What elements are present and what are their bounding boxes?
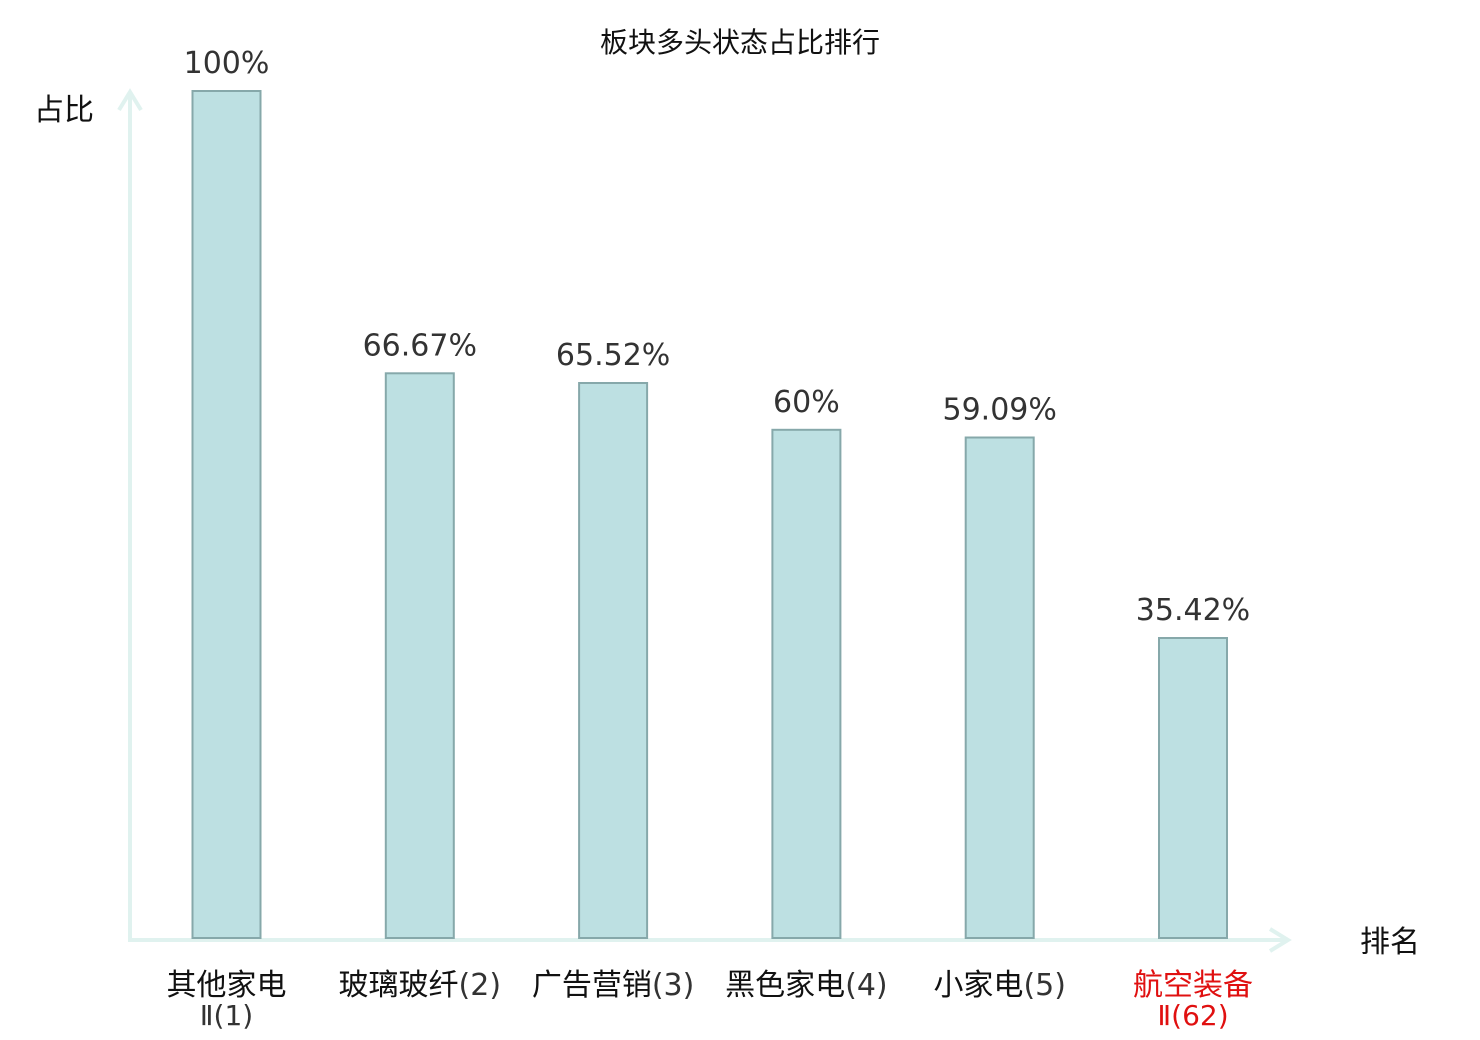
- category-label-1: 其他家电: [167, 968, 287, 1003]
- value-label-2: 66.67%: [363, 328, 477, 363]
- category-label-4: 黑色家电(4): [725, 968, 888, 1003]
- bar-4: [771, 428, 842, 939]
- category-rank-2: (2): [459, 968, 502, 1003]
- value-label-5: 59.09%: [943, 393, 1057, 428]
- bars: [191, 90, 1228, 939]
- category-name-2: 玻璃玻纤: [339, 968, 459, 1003]
- bar-6: [1158, 637, 1228, 939]
- chart-title: 板块多头状态占比排行: [600, 26, 880, 59]
- y-axis-label: 占比: [34, 93, 94, 128]
- category-rank-1: Ⅱ(1): [200, 999, 253, 1032]
- category-name-4: 黑色家电: [725, 968, 845, 1003]
- value-label-1: 100%: [184, 46, 270, 81]
- category-label-5: 小家电(5): [933, 968, 1065, 1003]
- category-rank-4: (4): [845, 968, 888, 1003]
- category-label-2: 玻璃玻纤(2): [339, 968, 502, 1003]
- bar-1: [191, 90, 262, 939]
- category-rank-6: Ⅱ(62): [1157, 999, 1228, 1032]
- bar-5: [964, 436, 1035, 939]
- value-label-3: 65.52%: [556, 338, 670, 373]
- category-name-5: 小家电: [933, 968, 1023, 1003]
- x-axis-label: 排名: [1360, 925, 1420, 960]
- category-rank-5: (5): [1023, 968, 1065, 1003]
- value-labels: 100% 66.67% 65.52% 60% 59.09% 35.42%: [184, 46, 1251, 628]
- category-name-3: 广告营销: [532, 968, 652, 1003]
- axes: [117, 88, 1292, 953]
- bar-2: [384, 372, 455, 939]
- category-rank-3: (3): [652, 968, 695, 1003]
- value-label-4: 60%: [773, 385, 840, 420]
- bar-3: [578, 382, 649, 939]
- category-label-3: 广告营销(3): [532, 968, 695, 1003]
- value-label-6: 35.42%: [1136, 593, 1250, 628]
- y-axis-arrow: [117, 88, 143, 112]
- x-axis-arrow: [1268, 927, 1292, 953]
- category-label-6: 航空装备: [1133, 968, 1253, 1003]
